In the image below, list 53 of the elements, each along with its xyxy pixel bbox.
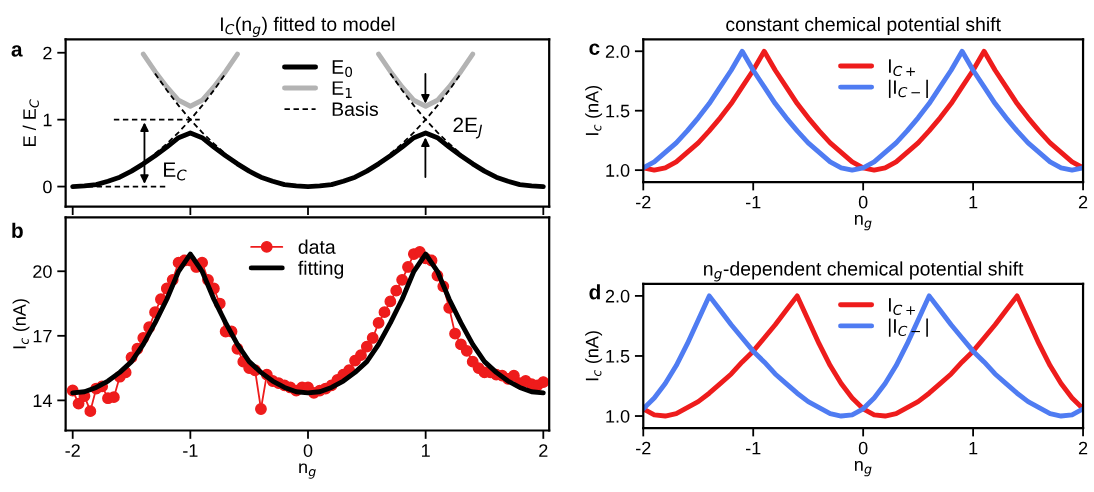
legend-label: I$_{C+}$ <box>888 298 915 315</box>
y-axis-title: I$_{c}$ (nA) <box>585 331 603 381</box>
x-tick-label: 1 <box>969 195 978 209</box>
y-axis-title: I$_{c}$ (nA) <box>12 299 30 349</box>
chart-title: I$_{C}$(n$_{g}$) fitted to model <box>221 16 395 37</box>
x-tick-label: 2 <box>1078 195 1088 209</box>
y-tick-label: 2.0 <box>605 45 630 58</box>
legend-label: E$_{0}$ <box>332 60 353 78</box>
x-axis-title: n$_{g}$ <box>854 460 872 477</box>
x-tick-label: -2 <box>636 195 651 209</box>
x-tick-label: -1 <box>183 444 198 457</box>
text: c <box>589 43 600 55</box>
annotation: E$_{C}$ <box>164 162 187 181</box>
x-tick-label: 1 <box>969 441 978 455</box>
legend-label: data <box>298 239 336 254</box>
y-tick-label: 14 <box>33 394 52 407</box>
annotation: 2E$_{J}$ <box>453 117 483 139</box>
legend-label: I$_{C+}$ <box>888 59 915 77</box>
x-tick-label: 0 <box>303 444 313 457</box>
x-tick-label: 1 <box>422 444 430 457</box>
text: b <box>12 222 23 238</box>
y-axis-title: I$_{c}$ (nA) <box>585 85 603 135</box>
y-tick-label: 20 <box>33 265 52 278</box>
y-tick-label: 17 <box>33 329 52 343</box>
y-tick-label: 1.5 <box>606 104 630 118</box>
y-tick-label: 1.0 <box>606 409 630 423</box>
y-axis-title: E / E$_{C}$ <box>22 99 39 146</box>
x-tick-label: -2 <box>636 441 651 455</box>
y-tick-label: 2 <box>43 46 52 60</box>
x-tick-label: -1 <box>745 195 761 209</box>
x-tick-label: 0 <box>858 195 868 209</box>
legend-label: Basis <box>332 101 378 117</box>
text: d <box>589 284 600 300</box>
text: a <box>11 45 23 57</box>
y-tick-label: 2.0 <box>605 289 630 303</box>
legend-label: |I$_{C−}$| <box>888 79 928 98</box>
legend-label: E$_{1}$ <box>332 81 352 98</box>
line-series <box>643 48 1084 173</box>
y-tick-label: 1 <box>43 113 52 127</box>
x-tick-label: 0 <box>858 441 868 455</box>
x-tick-label: 2 <box>1078 441 1088 455</box>
y-tick-label: 0 <box>43 180 52 194</box>
x-tick-label: -1 <box>745 441 761 455</box>
legend-label: fitting <box>298 260 344 279</box>
y-tick-label: 1.5 <box>606 350 630 363</box>
y-tick-label: 1.0 <box>606 164 630 177</box>
x-axis-title: n$_{g}$ <box>854 214 872 231</box>
x-tick-label: 2 <box>539 444 548 457</box>
x-tick-label: -2 <box>65 444 80 457</box>
chart-title: n$_{g}$-dependent chemical potential shift <box>704 261 1024 282</box>
chart-title: constant chemical potential shift <box>726 16 1001 36</box>
line-series <box>643 293 1084 419</box>
x-axis-title: n$_{g}$ <box>299 463 316 479</box>
